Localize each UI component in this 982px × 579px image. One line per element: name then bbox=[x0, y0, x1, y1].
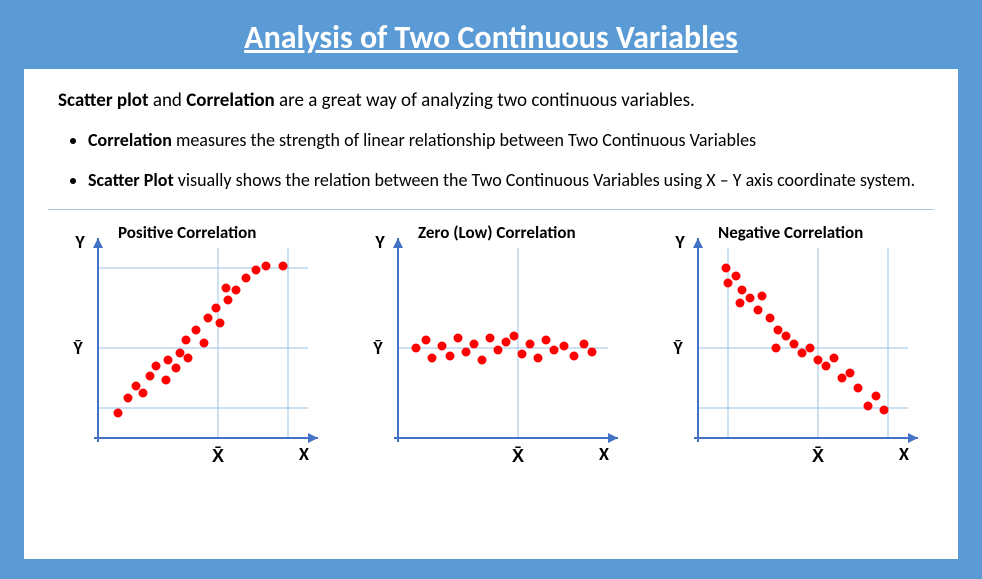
svg-text:X: X bbox=[899, 443, 909, 465]
chart-positive-cell: Positive Correlation X Y X̄ Ȳ bbox=[58, 218, 348, 478]
svg-text:Y: Y bbox=[674, 231, 685, 253]
bullet-rest: visually shows the relation between the … bbox=[174, 169, 915, 191]
bullet-bold: Correlation bbox=[88, 129, 172, 151]
slide-container: Analysis of Two Continuous Variables Sca… bbox=[0, 0, 982, 579]
charts-row: Positive Correlation X Y X̄ Ȳ Zero (Low) C… bbox=[58, 218, 924, 478]
chart-positive: X Y X̄ Ȳ bbox=[58, 218, 348, 468]
intro-bold-2: Correlation bbox=[186, 89, 275, 112]
intro-mid: and bbox=[149, 89, 187, 112]
chart-negative-title: Negative Correlation bbox=[718, 222, 863, 243]
bullet-rest: measures the strength of linear relation… bbox=[172, 129, 756, 151]
svg-text:X: X bbox=[299, 443, 309, 465]
bullet-bold: Scatter Plot bbox=[88, 169, 174, 191]
intro-bold-1: Scatter plot bbox=[58, 89, 149, 112]
svg-text:X̄: X̄ bbox=[512, 445, 524, 467]
svg-text:Ȳ: Ȳ bbox=[672, 337, 683, 359]
chart-negative: X Y X̄ Ȳ bbox=[658, 218, 948, 468]
svg-text:Y: Y bbox=[374, 231, 385, 253]
chart-zero-cell: Zero (Low) Correlation X Y X̄ Ȳ bbox=[358, 218, 648, 478]
svg-text:X̄: X̄ bbox=[812, 445, 824, 467]
svg-text:X: X bbox=[599, 443, 609, 465]
svg-text:Ȳ: Ȳ bbox=[72, 337, 83, 359]
svg-text:Y: Y bbox=[74, 231, 85, 253]
chart-positive-title: Positive Correlation bbox=[118, 222, 256, 243]
page-title: Analysis of Two Continuous Variables bbox=[0, 0, 982, 69]
intro-text: Scatter plot and Correlation are a great… bbox=[58, 89, 924, 112]
intro-rest: are a great way of analyzing two continu… bbox=[275, 89, 695, 112]
svg-text:X̄: X̄ bbox=[212, 445, 224, 467]
content-box: Scatter plot and Correlation are a great… bbox=[24, 69, 958, 559]
chart-zero-title: Zero (Low) Correlation bbox=[418, 222, 576, 243]
chart-zero: X Y X̄ Ȳ bbox=[358, 218, 648, 468]
svg-text:Ȳ: Ȳ bbox=[372, 337, 383, 359]
divider bbox=[48, 209, 934, 210]
bullet-list: Correlation measures the strength of lin… bbox=[88, 128, 924, 193]
bullet-item: Scatter Plot visually shows the relation… bbox=[88, 168, 924, 192]
chart-negative-cell: Negative Correlation X Y X̄ Ȳ bbox=[658, 218, 948, 478]
bullet-item: Correlation measures the strength of lin… bbox=[88, 128, 924, 152]
